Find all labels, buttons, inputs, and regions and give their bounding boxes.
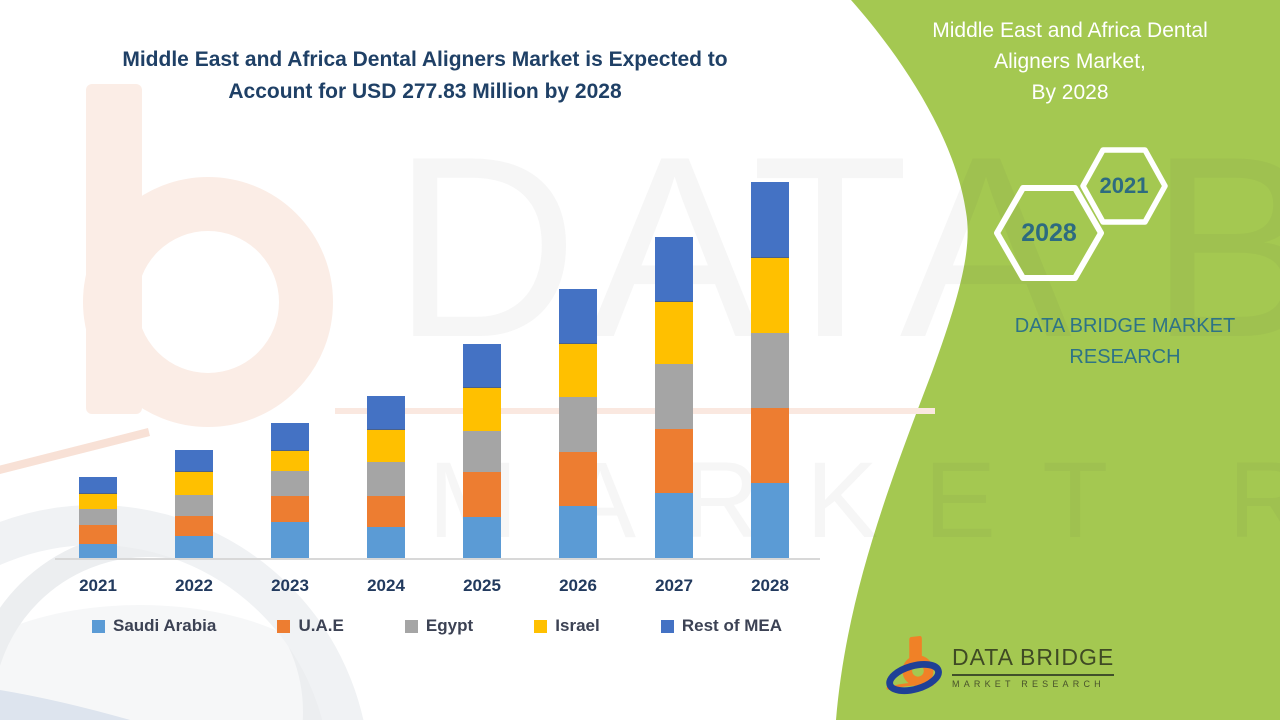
legend-label-rest-of-mea: Rest of MEA (681, 616, 782, 635)
bar-segment-2024-egypt (367, 462, 405, 496)
x-axis-label-2024: 2024 (367, 576, 405, 595)
bar-segment-2024-saudi-arabia (367, 526, 405, 558)
bar-segment-2025-saudi-arabia (463, 516, 501, 558)
bar-segment-2021-rest-of-mea (79, 476, 117, 494)
x-axis-label-2023: 2023 (271, 576, 309, 595)
x-axis-label-2026: 2026 (559, 576, 597, 595)
bar-segment-2023-egypt (271, 470, 309, 496)
bar-segment-2024-rest-of-mea (367, 396, 405, 430)
bar-segment-2026-u-a-e (559, 452, 597, 507)
x-axis-label-2021: 2021 (79, 576, 117, 595)
legend-swatch-saudi-arabia-icon (92, 619, 105, 633)
bar-segment-2028-rest-of-mea (751, 182, 789, 259)
bar-segment-2024-u-a-e (367, 495, 405, 527)
page-title: Middle East and Africa Dental Aligners M… (30, 44, 820, 108)
dbmr-logo-subtext: MARKET RESEARCH (952, 679, 1105, 689)
bar-segment-2025-rest-of-mea (463, 344, 501, 388)
bar-2024 (367, 396, 405, 558)
hexagon-2028-icon (994, 185, 1104, 281)
chart-legend: Saudi Arabia U.A.E Egypt Israel Rest of MEA (92, 616, 782, 636)
side-panel-title: Middle East and Africa Dental Aligners M… (880, 15, 1260, 108)
side-panel-title-line1: Middle East and Africa Dental (932, 19, 1208, 42)
legend-item-egypt: Egypt (404, 616, 474, 636)
bar-segment-2022-saudi-arabia (175, 535, 213, 558)
bar-segment-2021-israel (79, 493, 117, 510)
legend-swatch-rest-of-mea-icon (660, 619, 674, 633)
bar-segment-2027-u-a-e (655, 429, 693, 494)
bar-segment-2026-rest-of-mea (559, 289, 597, 345)
page-title-line2: Account for USD 277.83 Million by 2028 (228, 80, 622, 103)
bar-segment-2025-israel (463, 387, 501, 432)
bar-2027 (655, 237, 693, 558)
bar-segment-2027-israel (655, 302, 693, 365)
x-axis-line (55, 558, 820, 560)
stacked-bar-chart (55, 129, 820, 558)
bar-2026 (559, 289, 597, 558)
bar-segment-2022-israel (175, 471, 213, 495)
legend-label-u-a-e: U.A.E (298, 616, 344, 635)
bar-2025 (463, 344, 501, 558)
x-axis-label-2025: 2025 (463, 576, 501, 595)
legend-swatch-israel-icon (534, 619, 548, 633)
hexagon-2021-icon (1080, 147, 1168, 225)
bar-segment-2021-saudi-arabia (79, 543, 117, 558)
legend-label-saudi-arabia: Saudi Arabia (113, 616, 217, 635)
bar-segment-2028-u-a-e (751, 408, 789, 484)
dbmr-logo-text: DATA BRIDGE MARKET RESEARCH (952, 644, 1122, 689)
bar-segment-2026-saudi-arabia (559, 506, 597, 558)
hexagon-2021-label: 2021 (1099, 173, 1149, 198)
side-panel-title-line3: By 2028 (1031, 81, 1109, 104)
legend-label-israel: Israel (555, 616, 600, 635)
dbmr-logo-name: DATA BRIDGE (952, 644, 1115, 676)
x-axis-label-2027: 2027 (655, 576, 693, 595)
bar-segment-2023-israel (271, 450, 309, 471)
legend-swatch-egypt-icon (404, 619, 418, 633)
bar-segment-2024-israel (367, 429, 405, 463)
bar-segment-2027-saudi-arabia (655, 493, 693, 558)
bar-segment-2022-u-a-e (175, 515, 213, 536)
bar-segment-2026-egypt (559, 396, 597, 453)
x-axis-label-2028: 2028 (751, 576, 789, 595)
bar-segment-2028-israel (751, 258, 789, 334)
legend-item-saudi-arabia: Saudi Arabia (92, 616, 216, 636)
x-axis-label-2022: 2022 (175, 576, 213, 595)
brand-text: DATA BRIDGE MARKET RESEARCH (1014, 315, 1236, 368)
bar-segment-2023-saudi-arabia (271, 522, 309, 558)
bar-segment-2027-egypt (655, 364, 693, 430)
hexagon-2028-label: 2028 (1021, 219, 1077, 247)
legend-swatch-u-a-e-icon (277, 619, 291, 633)
bar-segment-2028-saudi-arabia (751, 483, 789, 558)
bar-2023 (271, 423, 309, 558)
legend-label-egypt: Egypt (425, 616, 474, 635)
bar-2022 (175, 450, 213, 558)
dbmr-logo-icon (886, 635, 942, 695)
bar-segment-2026-israel (559, 344, 597, 397)
page-title-line1: Middle East and Africa Dental Aligners M… (122, 48, 728, 71)
bar-segment-2022-egypt (175, 494, 213, 516)
legend-item-u-a-e: U.A.E (277, 616, 344, 636)
bar-2028 (751, 182, 789, 558)
bar-segment-2025-u-a-e (463, 472, 501, 517)
bar-segment-2025-egypt (463, 431, 501, 473)
bar-segment-2027-rest-of-mea (655, 237, 693, 303)
legend-item-rest-of-mea: Rest of MEA (660, 616, 782, 636)
bar-2021 (79, 476, 117, 558)
watermark-text-row1: DATA BRIDGE (392, 102, 1280, 391)
bar-segment-2028-egypt (751, 333, 789, 409)
watermark-b-icon (0, 84, 935, 474)
bar-segment-2023-u-a-e (271, 495, 309, 523)
green-panel-shape (836, 0, 1280, 720)
bar-segment-2023-rest-of-mea (271, 423, 309, 451)
bar-segment-2021-u-a-e (79, 524, 117, 544)
side-panel-title-line2: Aligners Market, (994, 50, 1146, 73)
bar-segment-2021-egypt (79, 509, 117, 525)
bar-segment-2022-rest-of-mea (175, 450, 213, 472)
legend-item-israel: Israel (534, 616, 600, 636)
